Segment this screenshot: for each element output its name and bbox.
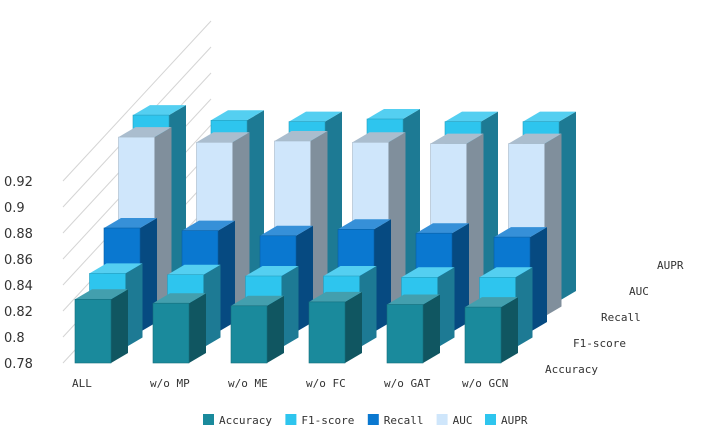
- legend-label: AUC: [453, 414, 473, 427]
- series-depth-labels: Accuracy F1-score Recall AUC AUPR: [545, 259, 684, 376]
- bars: [74, 105, 576, 364]
- depth-label-auc: AUC: [629, 285, 649, 298]
- depth-label-f1-score: F1-score: [573, 337, 626, 350]
- x-axis-categories: ALL w/o MP w/o ME w/o FC w/o GAT w/o GCN: [72, 377, 508, 390]
- x-category-label-w-o-me: w/o ME: [228, 377, 268, 390]
- y-tick-label: 0.86: [4, 253, 33, 268]
- x-category-label-w-o-gat: w/o GAT: [384, 377, 431, 390]
- depth-label-aupr: AUPR: [657, 259, 684, 272]
- legend-item-accuracy: Accuracy: [203, 414, 272, 427]
- legend-label: Accuracy: [219, 414, 272, 427]
- grid-line: [62, 20, 212, 182]
- x-category-label-all: ALL: [72, 377, 92, 390]
- y-tick-label: 0.84: [4, 279, 33, 294]
- y-tick-label: 0.92: [4, 175, 33, 190]
- x-category-label-w-o-mp: w/o MP: [150, 377, 190, 390]
- bar-accuracy-w-o-gat: [386, 294, 440, 364]
- y-tick-label: 0.9: [4, 201, 25, 216]
- legend-label: Recall: [384, 414, 424, 427]
- x-category-label-w-o-gcn: w/o GCN: [462, 377, 508, 390]
- legend-swatch: [203, 414, 214, 425]
- bar-accuracy-w-o-me: [230, 295, 284, 364]
- legend: Accuracy F1-score Recall AUC AUPR: [203, 414, 528, 427]
- legend-swatch: [436, 414, 448, 425]
- legend-swatch: [367, 414, 379, 425]
- bar-accuracy-all: [74, 289, 128, 364]
- legend-label: F1-score: [301, 414, 354, 427]
- y-tick-label: 0.88: [4, 227, 33, 242]
- legend-item-recall: Recall: [367, 414, 424, 427]
- legend-label: AUPR: [501, 414, 528, 427]
- bar-accuracy-w-o-fc: [308, 291, 362, 364]
- legend-item-auc: AUC: [436, 414, 473, 427]
- depth-label-recall: Recall: [601, 311, 641, 324]
- depth-label-accuracy: Accuracy: [545, 363, 598, 376]
- y-tick-label: 0.8: [4, 331, 25, 346]
- legend-swatch: [285, 414, 297, 425]
- y-tick-label: 0.78: [4, 357, 33, 372]
- legend-item-f1-score: F1-score: [285, 414, 354, 427]
- legend-item-aupr: AUPR: [485, 414, 528, 427]
- legend-swatch: [485, 414, 496, 425]
- bar-accuracy-w-o-mp: [152, 293, 206, 364]
- bar-accuracy-w-o-gcn: [464, 297, 518, 364]
- x-category-label-w-o-fc: w/o FC: [306, 377, 346, 390]
- y-axis-ticks: 0.78 0.8 0.82 0.84 0.86 0.88 0.9 0.92: [4, 175, 33, 372]
- y-tick-label: 0.82: [4, 305, 33, 320]
